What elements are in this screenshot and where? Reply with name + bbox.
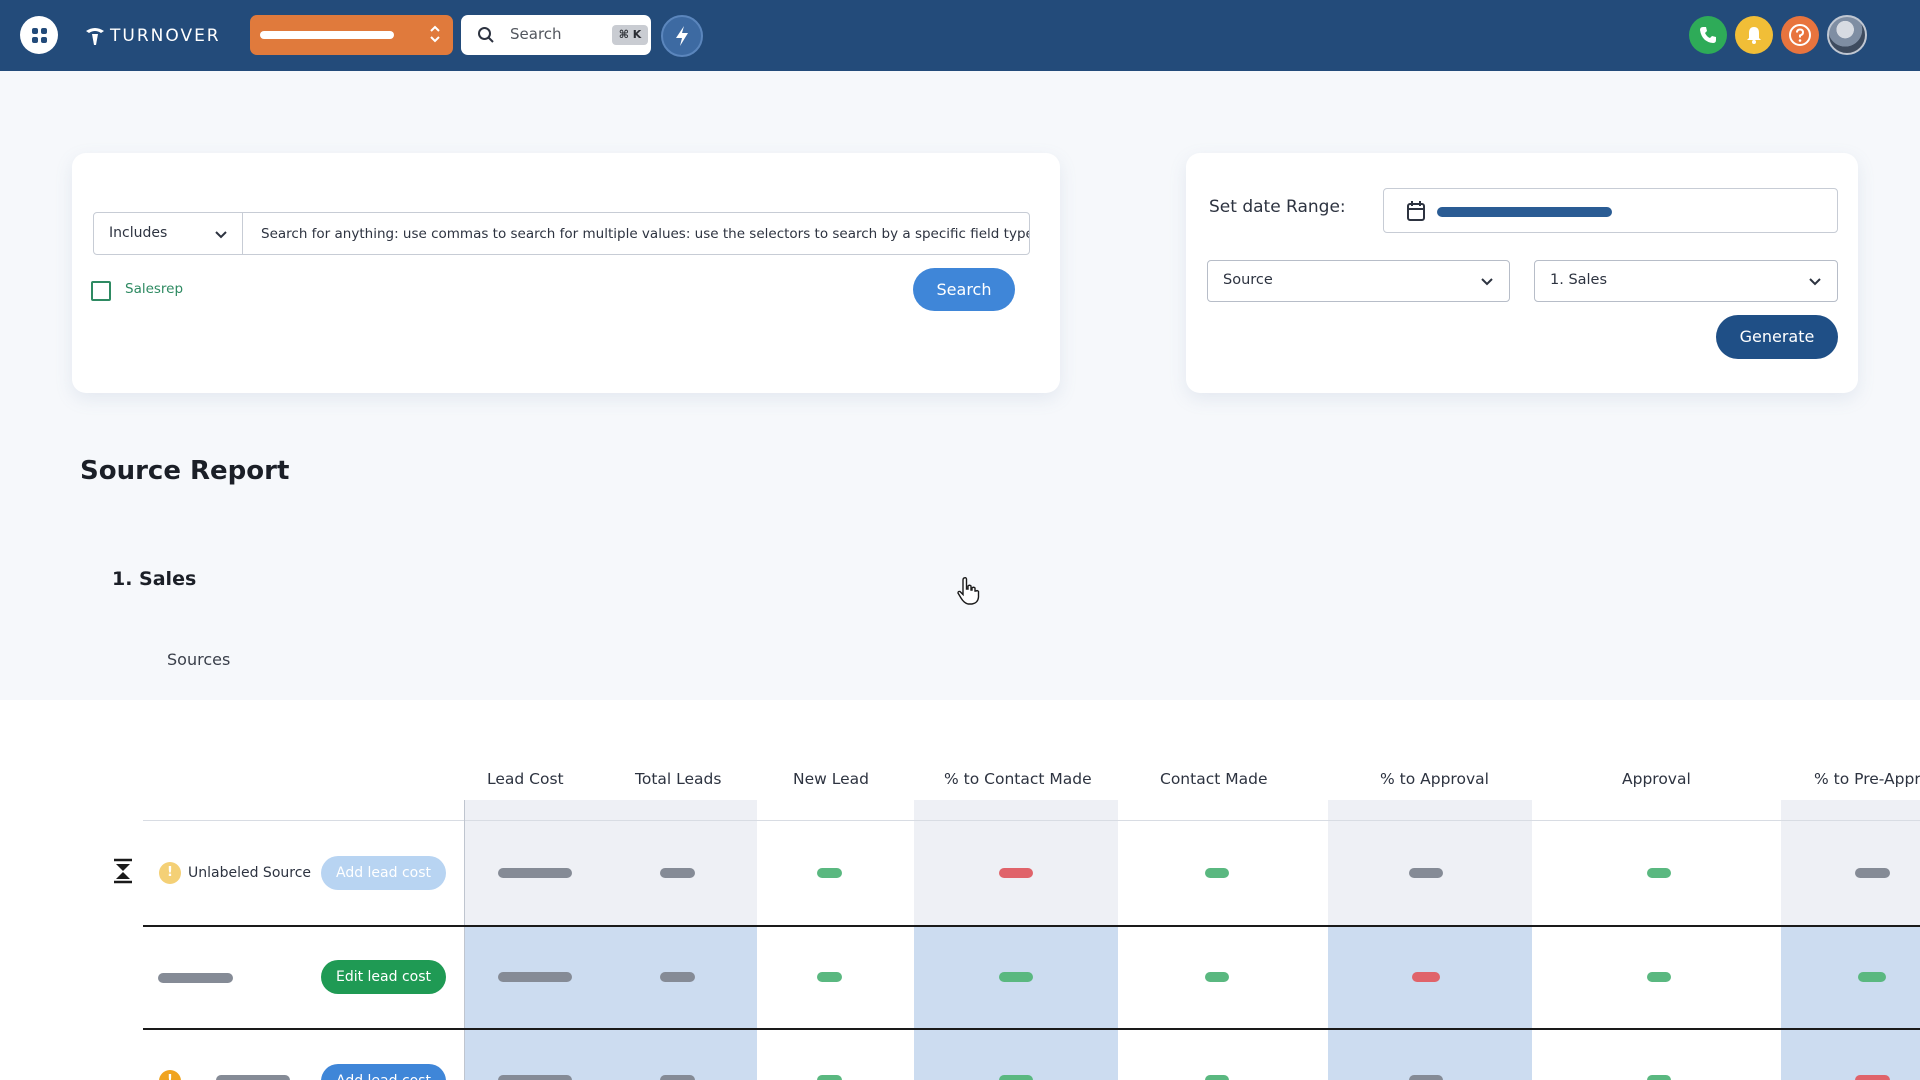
cell-value-redacted — [660, 868, 695, 878]
search-icon — [478, 27, 494, 43]
sources-label: Sources — [167, 650, 231, 669]
quick-actions-button[interactable] — [661, 15, 703, 57]
cell-value-redacted — [1855, 1075, 1890, 1080]
date-range-value-redacted — [1437, 207, 1612, 217]
search-mode-value: Includes — [109, 225, 168, 241]
report-title: Source Report — [80, 456, 290, 486]
collapse-rows-icon[interactable] — [112, 858, 134, 884]
report-type-select[interactable]: Source — [1207, 260, 1510, 302]
cell-value-redacted — [999, 1075, 1033, 1080]
cell-value-redacted — [660, 972, 695, 982]
warning-icon: ! — [159, 862, 181, 884]
company-selector[interactable] — [250, 15, 453, 55]
cell-value-redacted — [1409, 1075, 1443, 1080]
generate-button[interactable]: Generate — [1716, 315, 1838, 359]
cell-value-redacted — [498, 972, 572, 982]
date-range-input[interactable] — [1383, 188, 1838, 233]
salesrep-checkbox[interactable] — [91, 281, 111, 301]
source-name-redacted — [158, 973, 233, 983]
row-highlight — [914, 926, 1118, 1080]
column-header-pct-pre-approval[interactable]: % to Pre-Appr — [1814, 770, 1920, 788]
column-header-approval[interactable]: Approval — [1622, 770, 1691, 788]
chevron-down-icon — [1481, 278, 1493, 286]
cell-value-redacted — [1412, 972, 1440, 982]
source-report-table: Lead Cost Total Leads New Lead % to Cont… — [0, 700, 1920, 1080]
turnover-logo-mark-icon — [86, 28, 104, 45]
group-select[interactable]: 1. Sales — [1534, 260, 1838, 302]
search-panel — [72, 153, 1060, 393]
header-divider — [143, 820, 1920, 821]
cell-value-redacted — [817, 868, 842, 878]
source-name: Unlabeled Source — [188, 865, 312, 881]
cell-value-redacted — [498, 868, 572, 878]
apps-icon — [31, 27, 47, 43]
group-value: 1. Sales — [1550, 272, 1608, 288]
cell-value-redacted — [1647, 868, 1671, 878]
cell-value-redacted — [999, 868, 1033, 878]
row-highlight — [1781, 926, 1920, 1080]
user-avatar[interactable] — [1827, 15, 1867, 55]
search-input[interactable] — [242, 212, 1030, 255]
column-header-lead-cost[interactable]: Lead Cost — [487, 770, 564, 788]
chevron-down-icon — [1809, 278, 1821, 286]
cell-value-redacted — [660, 1075, 695, 1080]
cell-value-redacted — [1409, 868, 1443, 878]
column-header-contact-made[interactable]: Contact Made — [1160, 770, 1268, 788]
up-down-chevron-icon — [430, 25, 440, 43]
search-mode-select[interactable]: Includes — [93, 212, 243, 255]
cell-value-redacted — [1205, 868, 1229, 878]
chevron-down-icon — [215, 231, 227, 239]
column-header-new-lead[interactable]: New Lead — [793, 770, 869, 788]
apps-menu-button[interactable] — [20, 16, 58, 54]
bolt-icon — [676, 26, 688, 46]
row-highlight — [1328, 926, 1532, 1080]
global-search-label: Search — [510, 25, 562, 43]
cell-value-redacted — [817, 972, 842, 982]
cell-value-redacted — [1205, 972, 1229, 982]
search-button[interactable]: Search — [913, 268, 1015, 311]
keyboard-shortcut-badge: ⌘ K — [612, 25, 648, 45]
group-title: 1. Sales — [112, 568, 197, 590]
calendar-icon — [1407, 201, 1425, 221]
column-header-pct-contact-made[interactable]: % to Contact Made — [944, 770, 1092, 788]
cell-value-redacted — [1205, 1075, 1229, 1080]
column-header-total-leads[interactable]: Total Leads — [635, 770, 722, 788]
phone-button[interactable] — [1689, 16, 1727, 54]
row-divider — [143, 925, 1920, 927]
cell-value-redacted — [817, 1075, 842, 1080]
add-lead-cost-button[interactable]: Add lead cost — [321, 856, 446, 890]
brand-name: TURNOVER — [110, 26, 221, 46]
cell-value-redacted — [1855, 868, 1890, 878]
edit-lead-cost-button[interactable]: Edit lead cost — [321, 960, 446, 994]
report-type-value: Source — [1223, 272, 1273, 288]
row-highlight — [464, 926, 757, 1080]
cell-value-redacted — [1647, 1075, 1671, 1080]
column-header-pct-approval[interactable]: % to Approval — [1380, 770, 1489, 788]
phone-icon — [1700, 27, 1716, 43]
cell-value-redacted — [1647, 972, 1671, 982]
notifications-button[interactable] — [1735, 16, 1773, 54]
date-range-label: Set date Range: — [1209, 197, 1346, 217]
help-button[interactable] — [1781, 16, 1819, 54]
company-name-redacted — [260, 31, 394, 39]
add-lead-cost-button[interactable]: Add lead cost — [321, 1064, 446, 1080]
global-search-box[interactable]: Search ⌘ K — [461, 15, 651, 55]
help-icon — [1789, 24, 1811, 46]
salesrep-label[interactable]: Salesrep — [125, 281, 184, 297]
column-divider — [464, 800, 465, 1080]
top-navigation-bar: TURNOVER Search ⌘ K — [0, 0, 1920, 71]
cell-value-redacted — [498, 1075, 572, 1080]
cell-value-redacted — [1858, 972, 1886, 982]
bell-icon — [1747, 27, 1761, 44]
cell-value-redacted — [999, 972, 1033, 982]
turnover-logo[interactable]: TURNOVER — [84, 21, 221, 51]
warning-icon: ! — [159, 1070, 181, 1080]
source-name-redacted — [216, 1075, 290, 1080]
row-divider — [143, 1028, 1920, 1030]
hand-pointer-cursor-icon — [957, 576, 980, 605]
